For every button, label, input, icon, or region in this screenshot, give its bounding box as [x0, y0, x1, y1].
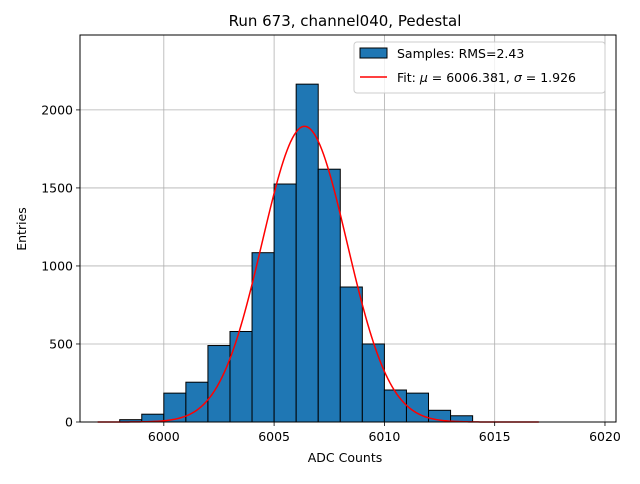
histogram-bars — [119, 83, 474, 423]
y-tick-label: 2000 — [41, 102, 73, 117]
chart-title: Run 673, channel040, Pedestal — [229, 12, 462, 30]
legend-box — [353, 41, 606, 94]
legend: Samples: RMS=2.43 Fit: μ = 6006.381, σ =… — [353, 41, 606, 94]
histogram-bar — [361, 343, 385, 423]
x-axis-label: ADC Counts — [308, 450, 383, 465]
legend-histogram-swatch — [359, 47, 388, 59]
y-axis-label: Entries — [14, 207, 29, 251]
histogram-bar — [383, 389, 407, 423]
histogram-bar — [185, 381, 209, 423]
y-tick-label: 500 — [49, 336, 73, 351]
y-tick-label: 1500 — [41, 180, 73, 195]
y-tick-label: 0 — [65, 415, 73, 430]
x-tick-label: 6015 — [479, 429, 511, 444]
axes-frame — [79, 34, 617, 423]
legend-fit-mu-value: 6006.381 — [446, 70, 506, 85]
legend-fit-sigma-eq: = — [522, 70, 540, 85]
legend-fit-mu-symbol: μ — [419, 70, 428, 85]
x-tick-label: 6005 — [258, 429, 290, 444]
histogram-bar — [229, 330, 253, 423]
histogram-bar — [273, 183, 297, 423]
histogram-bar — [339, 286, 363, 423]
histogram-bar — [251, 252, 275, 423]
legend-fit-prefix: Fit: — [397, 70, 420, 85]
legend-fit-sep: , — [506, 70, 514, 85]
axis-ticks: 6000 6005 6010 6015 6020 0 500 1000 1500 2000 — [41, 102, 621, 444]
legend-fit-mu-eq: = — [428, 70, 446, 85]
legend-histogram-label: Samples: RMS=2.43 — [397, 46, 524, 61]
histogram-bar — [317, 168, 341, 423]
x-tick-label: 6020 — [589, 429, 621, 444]
legend-fit-sigma-value: 1.926 — [540, 70, 576, 85]
x-tick-label: 6000 — [148, 429, 180, 444]
legend-fit-label: Fit: μ = 6006.381, σ = 1.926 — [397, 70, 576, 85]
y-tick-label: 1000 — [41, 258, 73, 273]
x-tick-label: 6010 — [368, 429, 400, 444]
legend-fit-sigma-symbol: σ — [514, 70, 523, 85]
